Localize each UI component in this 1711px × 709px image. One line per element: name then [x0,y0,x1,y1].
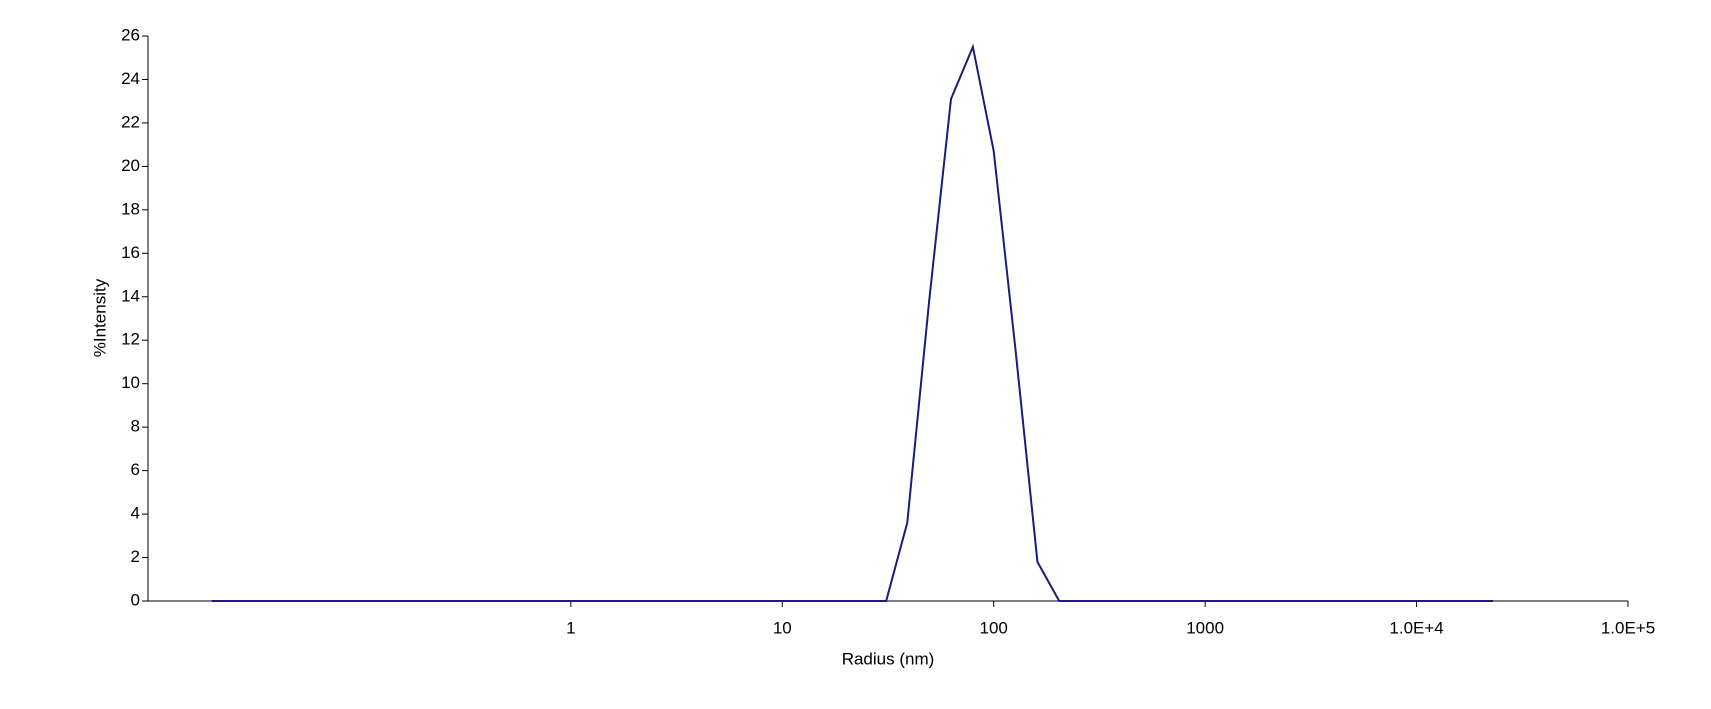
y-tick-label: 18 [121,199,140,218]
y-tick-label: 4 [131,504,140,523]
x-tick-label: 1.0E+5 [1601,618,1655,637]
x-tick-label: 1 [566,618,575,637]
data-line [211,43,1494,602]
y-tick-label: 26 [121,25,140,44]
x-axis-label: Radius (nm) [842,649,935,668]
y-axis-label: %Intensity [90,278,109,357]
y-tick-label: 22 [121,112,140,131]
y-tick-label: 10 [121,373,140,392]
y-tick-label: 2 [131,547,140,566]
y-tick-label: 0 [131,590,140,609]
y-tick-label: 16 [121,243,140,262]
y-tick-label: 24 [121,69,140,88]
x-tick-label: 1000 [1186,618,1224,637]
y-tick-label: 8 [131,417,140,436]
y-tick-label: 20 [121,156,140,175]
x-tick-label: 10 [773,618,792,637]
y-tick-label: 14 [121,286,140,305]
x-tick-label: 100 [980,618,1008,637]
y-tick-label: 6 [131,460,140,479]
y-tick-label: 12 [121,330,140,349]
x-tick-label: 1.0E+4 [1389,618,1443,637]
